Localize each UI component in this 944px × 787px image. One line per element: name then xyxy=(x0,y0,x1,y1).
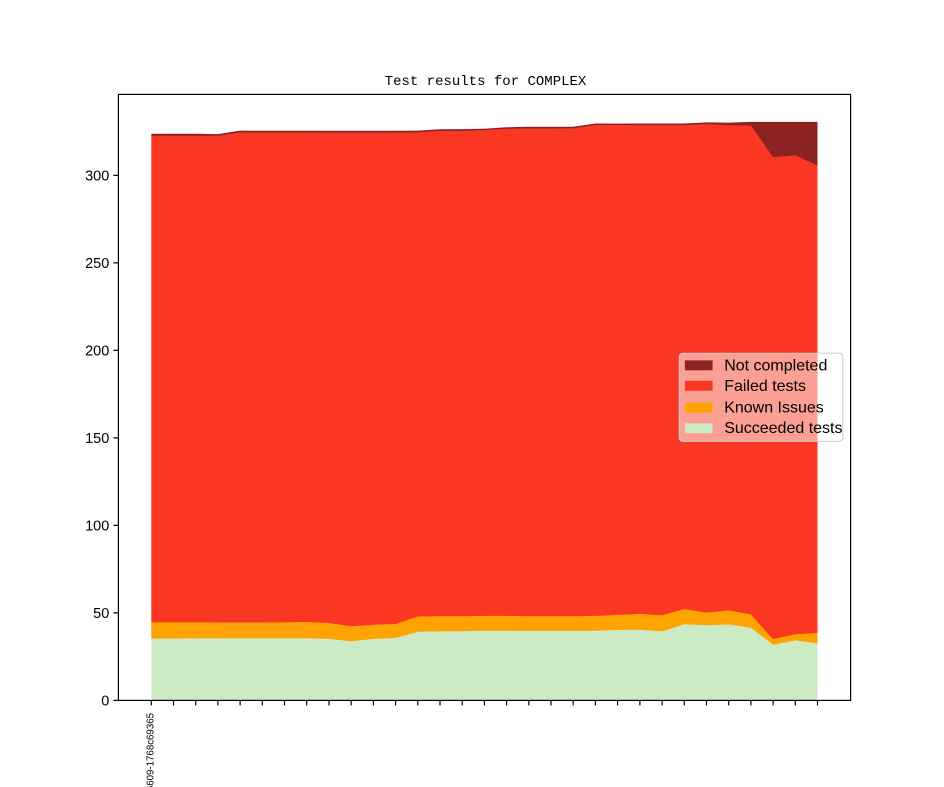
svg-text:6609-1768c69365: 6609-1768c69365 xyxy=(145,713,156,787)
svg-text:200: 200 xyxy=(85,343,109,359)
svg-text:250: 250 xyxy=(85,256,109,272)
svg-text:Known Issues: Known Issues xyxy=(724,399,824,416)
svg-text:50: 50 xyxy=(93,606,109,622)
svg-text:100: 100 xyxy=(85,518,109,534)
svg-text:300: 300 xyxy=(85,168,109,184)
svg-text:Test results for COMPLEX: Test results for COMPLEX xyxy=(385,74,587,90)
svg-text:Not completed: Not completed xyxy=(724,357,827,374)
svg-text:Failed tests: Failed tests xyxy=(724,378,806,395)
svg-text:Succeeded tests: Succeeded tests xyxy=(724,420,842,437)
svg-text:0: 0 xyxy=(101,693,109,709)
svg-text:150: 150 xyxy=(85,431,109,447)
